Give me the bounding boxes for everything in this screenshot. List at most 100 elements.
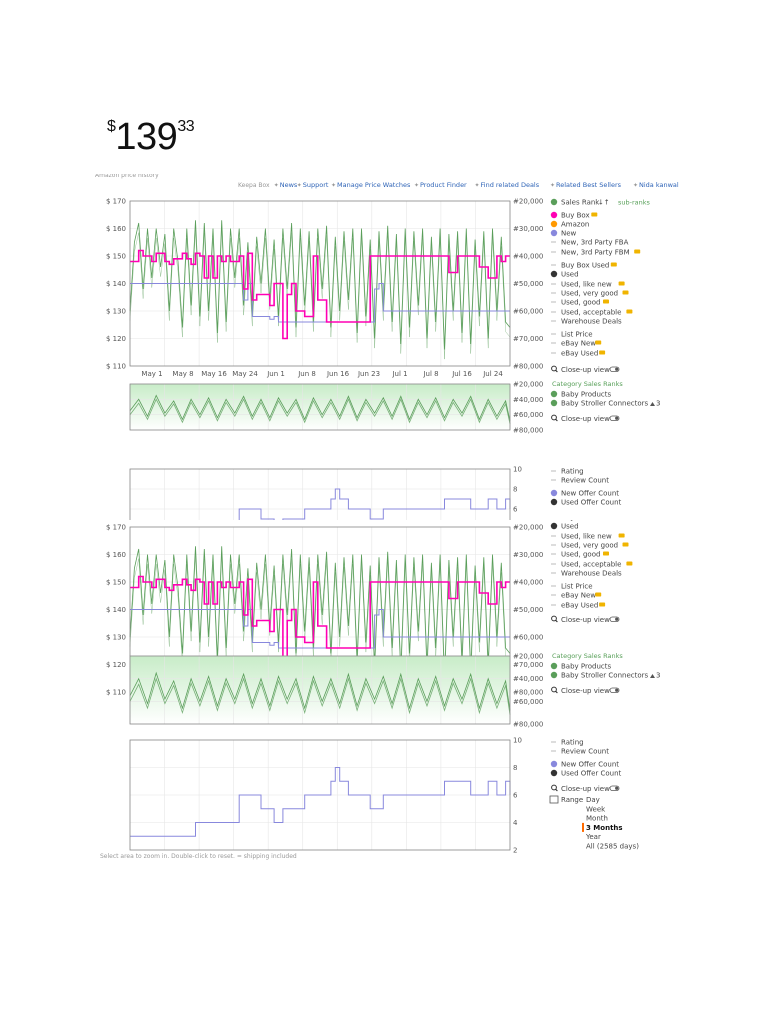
legend-review-count[interactable]: Review Count — [561, 477, 609, 485]
y2-axis-tick-label: #60,000 — [513, 411, 543, 419]
legend-rating[interactable]: Rating — [561, 468, 584, 476]
sort-icon[interactable]: ↓↑ — [598, 199, 610, 207]
y2-axis-tick-label: #40,000 — [513, 579, 543, 587]
magnifier-icon — [551, 615, 557, 622]
shipping-truck-icon — [603, 551, 609, 556]
nav-link-4[interactable]: Product Finder — [420, 181, 467, 189]
toggle-knob — [615, 617, 619, 621]
legend-ebay-new[interactable]: eBay New — [561, 592, 596, 600]
y2-axis-tick-label: #20,000 — [513, 381, 543, 389]
sales-rank-line — [129, 546, 511, 676]
x-axis-tick-label: Jun 1 — [266, 370, 285, 378]
legend-amazon[interactable]: Amazon — [561, 221, 589, 229]
y2-axis-tick-label: #20,000 — [513, 198, 543, 206]
legend-ebay-new[interactable]: eBay New — [561, 340, 596, 348]
y2-axis-tick-label: #30,000 — [513, 225, 543, 233]
magnifier-handle — [555, 619, 558, 623]
legend-new[interactable]: New — [561, 230, 577, 238]
new-offer-count-line — [238, 488, 511, 522]
close-up-view-label[interactable]: Close-up view — [561, 415, 610, 423]
sitemap-icon — [650, 674, 655, 678]
legend-new-fba[interactable]: New, 3rd Party FBA — [561, 239, 629, 247]
range-option[interactable]: Month — [586, 815, 608, 823]
toggle-knob — [615, 688, 619, 692]
nav-separator: ✦ — [274, 182, 279, 189]
plot-frame — [129, 655, 511, 725]
legend-baby-products[interactable]: Baby Products — [561, 663, 611, 671]
close-up-view-label[interactable]: Close-up view — [561, 785, 610, 793]
buy-box-price-line — [130, 575, 510, 666]
legend-ebay-used[interactable]: eBay Used — [561, 602, 598, 610]
sub-ranks-link[interactable]: sub-ranks — [618, 199, 651, 207]
legend-stroller-connectors[interactable]: Baby Stroller Connectors — [561, 400, 649, 408]
legend-new-offer-count[interactable]: New Offer Count — [561, 490, 619, 498]
nav-link-6[interactable]: Related Best Sellers — [556, 181, 622, 189]
y2-axis-tick-label: #60,000 — [513, 308, 543, 316]
legend-used-very-good[interactable]: Used, very good — [561, 542, 618, 550]
legend-buy-box-used[interactable]: Buy Box Used — [561, 520, 609, 522]
legend-used[interactable]: Used — [561, 271, 579, 279]
legend-review-count[interactable]: Review Count — [561, 748, 609, 756]
toggle-knob — [615, 416, 619, 420]
y2-axis-tick-label: 6 — [513, 792, 518, 800]
legend-ebay-used[interactable]: eBay Used — [561, 350, 598, 358]
screenshot-crop-bottom: $ 170 $ 160 $ 150 $ 140 $ 130 $ 120 $ 110 #20,0… — [90, 520, 680, 860]
nav-link-0[interactable]: Keepa Box — [238, 182, 270, 189]
legend-list-price[interactable]: List Price — [561, 583, 593, 591]
legend-used-offer-count[interactable]: Used Offer Count — [561, 770, 622, 778]
nav-link-2[interactable]: Support — [303, 181, 329, 189]
legend-stroller-dot — [550, 399, 558, 407]
legend-used-like-new[interactable]: Used, like new — [561, 281, 612, 289]
legend-buy-box-used[interactable]: Buy Box Used — [561, 262, 609, 270]
legend-warehouse-deals[interactable]: Warehouse Deals — [561, 318, 622, 326]
legend-used-good[interactable]: Used, good — [561, 299, 600, 307]
legend-rating[interactable]: Rating — [561, 739, 584, 747]
y2-axis-tick-label: #40,000 — [513, 675, 543, 683]
y-axis-tick-label: $ 170 — [106, 524, 126, 532]
legend-used-acceptable[interactable]: Used, acceptable — [561, 309, 621, 317]
nav-link-3[interactable]: Manage Price Watches — [337, 181, 411, 189]
y-axis-tick-label: $ 160 — [106, 225, 126, 233]
legend-new-fbm[interactable]: New, 3rd Party FBM — [561, 249, 630, 257]
y2-axis-tick-label: 6 — [513, 506, 518, 514]
legend-baby-products[interactable]: Baby Products — [561, 391, 611, 399]
legend-used-offer-count[interactable]: Used Offer Count — [561, 499, 622, 507]
legend-used[interactable]: Used — [561, 523, 579, 531]
legend-sales-rank[interactable]: Sales Rank — [561, 199, 600, 207]
legend-stroller-dot — [550, 671, 558, 679]
close-up-view-label[interactable]: Close-up view — [561, 366, 610, 374]
close-up-view-label[interactable]: Close-up view — [561, 616, 610, 624]
product-price: $13933 — [107, 116, 195, 159]
range-option[interactable]: Week — [586, 805, 606, 813]
y-axis-tick-label: $ 110 — [106, 689, 126, 697]
nav-link-5[interactable]: Find related Deals — [481, 181, 540, 189]
x-axis-tick-label: Jul 16 — [451, 370, 472, 378]
legend-list-price[interactable]: List Price — [561, 331, 593, 339]
close-up-view-label[interactable]: Close-up view — [561, 687, 610, 695]
nav-separator: ✦ — [414, 182, 419, 189]
range-option[interactable]: Year — [585, 833, 601, 841]
legend-warehouse-deals[interactable]: Warehouse Deals — [561, 570, 622, 578]
legend-new-offer-count[interactable]: New Offer Count — [561, 761, 619, 769]
nav-link-7[interactable]: Nida kanwal — [639, 181, 679, 189]
range-option[interactable]: All (2585 days) — [586, 843, 639, 851]
legend-stroller-connectors[interactable]: Baby Stroller Connectors — [561, 672, 649, 680]
legend-used-like-new[interactable]: Used, like new — [561, 533, 612, 541]
price-history-chart[interactable]: $ 170 $ 160 $ 150 $ 140 $ 130 $ 120 $ 110 #20,0… — [106, 198, 651, 379]
range-option[interactable]: 3 Months — [586, 824, 623, 832]
y-axis-tick-label: $ 120 — [106, 661, 126, 669]
magnifier-handle — [555, 690, 558, 694]
y-axis-tick-label: $ 140 — [106, 606, 126, 614]
legend-buy-box[interactable]: Buy Box — [561, 212, 590, 220]
toggle-knob — [615, 367, 619, 371]
legend-used-very-good[interactable]: Used, very good — [561, 290, 618, 298]
legend-used-acceptable[interactable]: Used, acceptable — [561, 561, 621, 569]
nav-link-1[interactable]: News — [280, 181, 298, 189]
legend-used-good[interactable]: Used, good — [561, 551, 600, 559]
legend-baby-products-dot — [550, 390, 558, 398]
range-option[interactable]: Day — [586, 796, 600, 804]
